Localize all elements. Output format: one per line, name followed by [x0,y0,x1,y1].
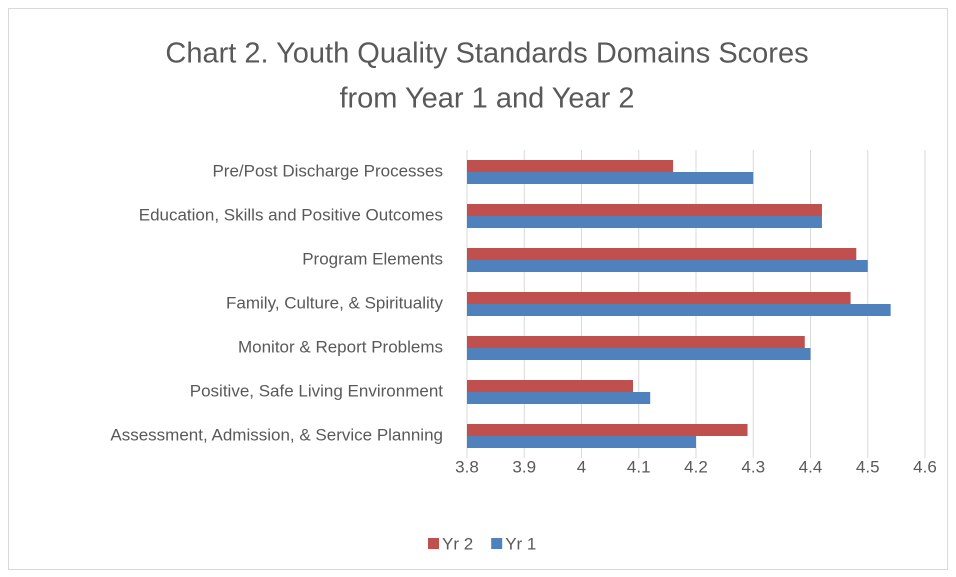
x-tick-label: 4.6 [913,457,937,476]
bar [467,172,754,184]
x-tick-label: 4.1 [627,457,651,476]
legend-label: Yr 1 [505,534,536,553]
bar [467,292,851,304]
bar [467,160,674,172]
chart-title: Chart 2. Youth Quality Standards Domains… [165,38,808,70]
bar [467,216,822,228]
bar [467,248,857,260]
bar [467,436,696,448]
chart-title: from Year 1 and Year 2 [339,83,634,115]
y-tick-label: Assessment, Admission, & Service Plannin… [110,425,443,444]
x-tick-label: 4.2 [684,457,708,476]
y-tick-label: Pre/Post Discharge Processes [212,161,443,180]
bar [467,336,805,348]
legend-swatch [428,538,439,549]
y-tick-label: Family, Culture, & Spirituality [226,293,443,312]
x-tick-label: 4.3 [741,457,765,476]
bar [467,392,651,404]
x-tick-label: 4.4 [799,457,823,476]
bar [467,348,811,360]
x-tick-label: 4.5 [856,457,880,476]
legend-swatch [491,538,503,549]
y-tick-label: Education, Skills and Positive Outcomes [139,205,443,224]
bar [467,260,868,272]
legend-label: Yr 2 [442,534,473,553]
y-tick-label: Positive, Safe Living Environment [190,381,444,400]
bar [467,204,822,216]
bar [467,424,748,436]
x-tick-label: 4 [577,457,586,476]
bar [467,304,891,316]
x-tick-label: 3.8 [455,457,479,476]
y-tick-label: Program Elements [302,249,443,268]
bar [467,380,634,392]
x-tick-label: 3.9 [512,457,536,476]
y-tick-label: Monitor & Report Problems [238,337,443,356]
chart-border [8,8,948,570]
